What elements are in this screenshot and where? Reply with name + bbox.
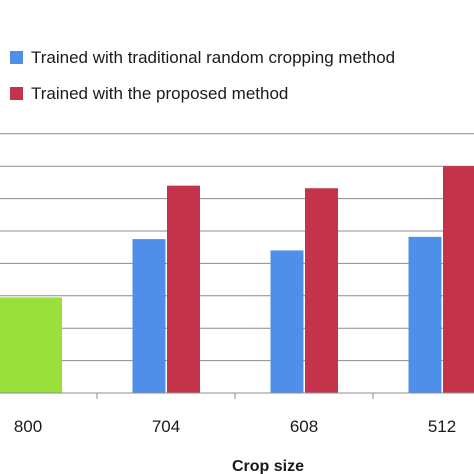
bar-baseline — [0, 297, 62, 393]
x-tick-labels: 800 704 608 512 — [14, 417, 456, 436]
legend-swatch — [10, 51, 23, 64]
legend-label: Trained with traditional random cropping… — [31, 48, 395, 67]
x-tick-label: 512 — [428, 417, 456, 436]
bar-series-2 — [443, 166, 474, 393]
bar-series-1 — [408, 236, 442, 393]
x-ticks — [96, 393, 374, 399]
x-tick-label: 800 — [14, 417, 42, 436]
gridlines — [0, 133, 474, 362]
legend-label: Trained with the proposed method — [31, 84, 288, 103]
bars — [0, 166, 474, 393]
bar-series-1 — [132, 239, 166, 393]
legend-swatch — [10, 87, 23, 100]
bar-series-1 — [270, 250, 304, 393]
x-tick-label: 608 — [290, 417, 318, 436]
legend: Trained with traditional random cropping… — [10, 48, 395, 103]
x-tick-label: 704 — [152, 417, 180, 436]
x-axis-title: Crop size — [232, 458, 304, 474]
bar-series-2 — [305, 188, 338, 393]
bar-series-2 — [167, 185, 200, 393]
